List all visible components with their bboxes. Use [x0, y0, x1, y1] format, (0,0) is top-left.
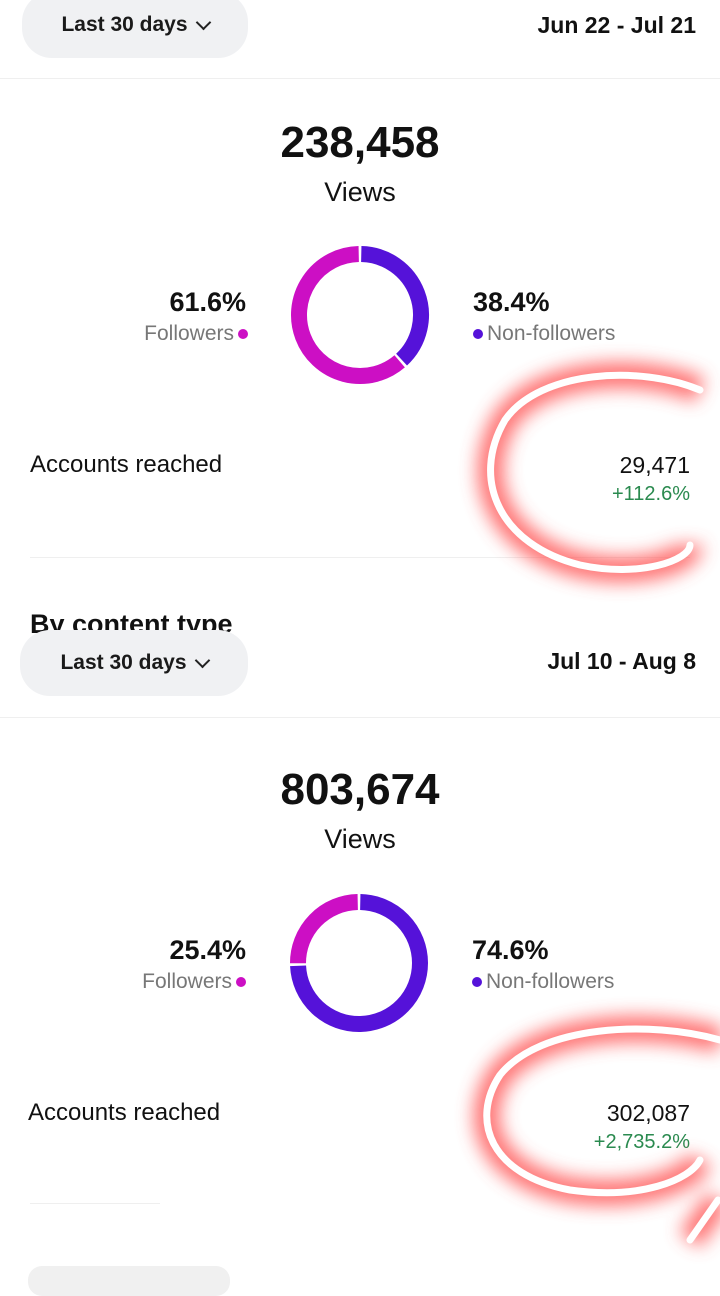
date-range-dropdown[interactable]: Last 30 days [22, 0, 248, 58]
donut-segment-followers [290, 894, 359, 964]
followers-legend: Followers [144, 322, 248, 346]
accounts-reached-label: Accounts reached [30, 451, 223, 478]
followers-percent: 61.6% [169, 287, 246, 317]
non-followers-percent: 38.4% [473, 287, 550, 317]
donut-segment-followers [291, 246, 405, 384]
views-label: Views [324, 824, 396, 854]
views-donut-chart [290, 894, 428, 1032]
views-count: 803,674 [280, 765, 440, 814]
non-followers-legend: Non-followers [472, 970, 614, 994]
non-followers-percent: 74.6% [472, 935, 549, 965]
legend-label: Non-followers [486, 970, 615, 993]
non-followers-legend: Non-followers [473, 322, 615, 346]
divider [0, 78, 720, 79]
followers-legend: Followers [142, 970, 246, 994]
views-label: Views [324, 177, 396, 207]
followers-percent: 25.4% [169, 935, 246, 965]
views-donut-chart [291, 246, 429, 384]
accounts-reached-value: 29,471 [619, 452, 690, 478]
followers-dot-icon [238, 329, 248, 339]
accounts-reached-change: +112.6% [611, 483, 690, 505]
chevron-down-icon [194, 652, 210, 668]
date-range: Jun 22 - Jul 21 [537, 12, 696, 38]
donut-segment-non-followers [290, 894, 428, 1032]
dropdown-label: Last 30 days [61, 13, 188, 36]
divider [0, 717, 720, 718]
accounts-reached-change: +2,735.2% [593, 1131, 690, 1153]
date-range-dropdown[interactable]: Last 30 days [20, 630, 248, 696]
legend-label: Followers [144, 322, 234, 345]
next-dropdown[interactable] [28, 1266, 230, 1296]
accounts-reached-value: 302,087 [606, 1100, 690, 1126]
donut-segment-non-followers [360, 246, 429, 366]
chevron-down-icon [195, 14, 211, 30]
views-count: 238,458 [280, 118, 440, 167]
divider [30, 1203, 160, 1204]
date-range: Jul 10 - Aug 8 [547, 648, 696, 674]
dropdown-label: Last 30 days [60, 651, 187, 674]
accounts-reached-label: Accounts reached [28, 1099, 221, 1126]
legend-label: Non-followers [487, 322, 616, 345]
divider [30, 557, 690, 558]
followers-dot-icon [236, 977, 246, 987]
non-followers-dot-icon [472, 977, 482, 987]
legend-label: Followers [142, 970, 232, 993]
non-followers-dot-icon [473, 329, 483, 339]
